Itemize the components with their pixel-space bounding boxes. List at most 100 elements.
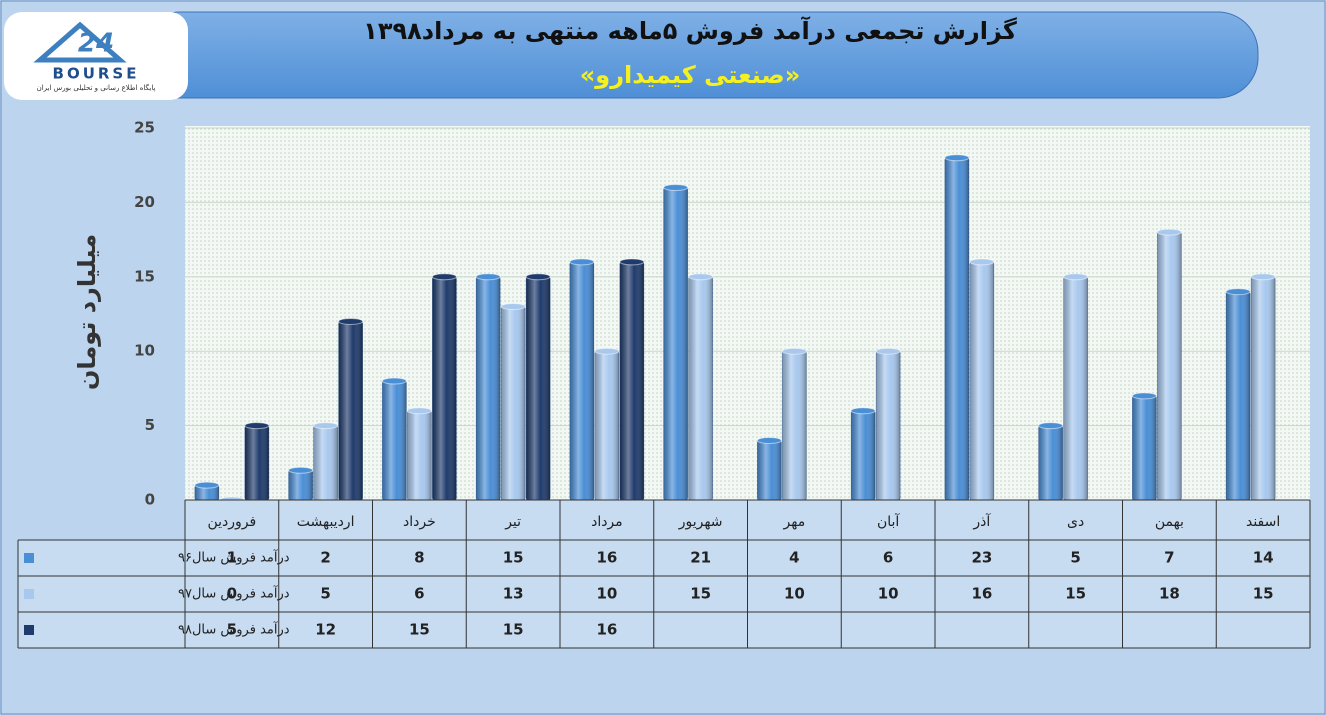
bar-cap	[1156, 228, 1182, 236]
bar-highlight	[1157, 232, 1182, 500]
bar-highlight	[1038, 425, 1063, 500]
legend-swatch	[24, 553, 34, 563]
bar-highlight	[244, 425, 269, 500]
logo-subtitle: پایگاه اطلاع رسانی و تحلیلی بورس ایران	[37, 83, 156, 92]
y-tick-label: 10	[134, 342, 155, 360]
table-value: 15	[1253, 585, 1274, 603]
x-tick-label: خرداد	[403, 514, 436, 530]
x-tick-label: مهر	[783, 514, 806, 530]
y-tick-label: 25	[134, 119, 155, 137]
bar-cap	[944, 154, 970, 162]
bar-cap	[1063, 273, 1089, 281]
bar-cap	[381, 377, 407, 385]
bar-cap	[406, 407, 432, 415]
bar-cap	[244, 422, 270, 430]
bar-cap	[194, 481, 220, 489]
table-value: 8	[414, 549, 424, 567]
bar-cap	[663, 184, 689, 192]
bar-highlight	[526, 276, 551, 500]
bar-cap	[1250, 273, 1276, 281]
bar-cap	[500, 303, 526, 311]
bar-highlight	[782, 351, 807, 500]
bar-cap	[850, 407, 876, 415]
bar-highlight	[569, 261, 594, 500]
y-axis-label: میلیارد تومان	[73, 234, 101, 390]
x-tick-label: تیر	[504, 514, 521, 530]
bar-cap	[338, 317, 364, 325]
table-value: 7	[1164, 549, 1174, 567]
bar-highlight	[501, 306, 526, 500]
x-tick-label: دی	[1067, 514, 1084, 530]
y-tick-label: 15	[134, 267, 155, 285]
bar-cap	[525, 273, 551, 281]
table-value: 10	[596, 585, 617, 603]
logo-number: 24	[78, 29, 114, 59]
bar-highlight	[1226, 291, 1251, 500]
table-value: 15	[503, 549, 524, 567]
table-value: 12	[315, 621, 336, 639]
bar-cap	[1225, 288, 1251, 296]
bar-highlight	[288, 470, 313, 500]
x-tick-label: آبان	[877, 513, 900, 530]
bar-highlight	[432, 276, 457, 500]
bar-cap	[619, 258, 645, 266]
bar-cap	[431, 273, 457, 281]
legend-label: درآمد فروش سال۹۷	[178, 585, 290, 602]
chart-title: گزارش تجمعی درآمد فروش ۵ماهه منتهی به مر…	[363, 16, 1017, 45]
table-value: 2	[320, 549, 330, 567]
table-value: 10	[784, 585, 805, 603]
legend-swatch	[24, 625, 34, 635]
y-tick-label: 20	[134, 193, 155, 211]
table-value: 6	[883, 549, 893, 567]
logo-box	[4, 12, 188, 100]
x-tick-label: اسفند	[1246, 514, 1280, 530]
bar-cap	[594, 347, 620, 355]
bar-highlight	[619, 261, 644, 500]
bar-highlight	[876, 351, 901, 500]
x-tick-label: بهمن	[1155, 514, 1184, 530]
bar-highlight	[382, 380, 407, 500]
bar-cap	[875, 347, 901, 355]
bar-cap	[313, 422, 339, 430]
legend-label: درآمد فروش سال۹۸	[178, 621, 290, 638]
bar-highlight	[1251, 276, 1276, 500]
bar-highlight	[1063, 276, 1088, 500]
table-value: 0	[227, 585, 237, 603]
table-value: 5	[1070, 549, 1080, 567]
bar-highlight	[338, 321, 363, 500]
bar-cap	[475, 273, 501, 281]
table-value: 21	[690, 549, 711, 567]
x-tick-label: اردیبهشت	[297, 514, 355, 530]
bar-cap	[969, 258, 995, 266]
table-value: 15	[1065, 585, 1086, 603]
table-value: 13	[503, 585, 524, 603]
table-value: 10	[878, 585, 899, 603]
table-value: 6	[414, 585, 424, 603]
table-value: 18	[1159, 585, 1180, 603]
bar-highlight	[194, 485, 219, 500]
table-value: 16	[596, 549, 617, 567]
bar-highlight	[407, 410, 432, 500]
table-value: 5	[227, 621, 237, 639]
x-tick-label: آذر	[972, 513, 991, 530]
table-bg	[18, 540, 185, 648]
bar-highlight	[757, 440, 782, 500]
bar-cap	[288, 466, 314, 474]
table-value: 16	[596, 621, 617, 639]
y-tick-label: 0	[145, 491, 155, 509]
legend-label: درآمد فروش سال۹۶	[178, 549, 290, 566]
bar-highlight	[944, 157, 969, 500]
table-value: 15	[690, 585, 711, 603]
table-value: 15	[409, 621, 430, 639]
bar-cap	[1038, 422, 1064, 430]
x-tick-label: مرداد	[591, 514, 623, 530]
x-tick-label: فروردین	[208, 514, 257, 530]
y-tick-label: 5	[145, 416, 155, 434]
table-value: 1	[227, 549, 237, 567]
bar-highlight	[663, 187, 688, 500]
table-value: 23	[971, 549, 992, 567]
table-value: 5	[320, 585, 330, 603]
table-value: 4	[789, 549, 799, 567]
bar-highlight	[688, 276, 713, 500]
